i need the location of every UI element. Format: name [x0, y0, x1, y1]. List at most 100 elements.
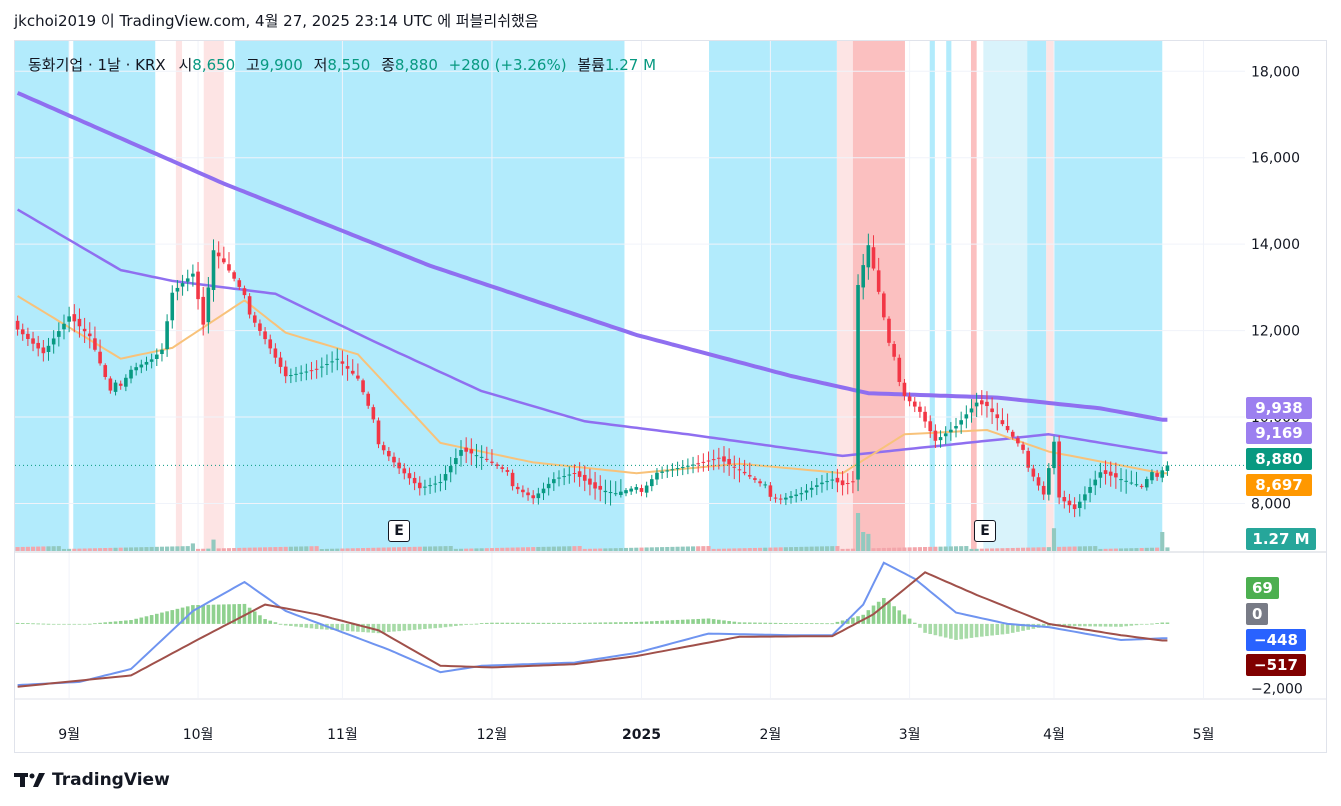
macd-histogram-bar: [278, 623, 283, 625]
price-chart-svg[interactable]: 18,00016,00014,00012,00010,0008,0009월10월…: [15, 41, 1326, 752]
macd-histogram-bar: [314, 623, 319, 629]
candle: [1052, 441, 1056, 469]
candle: [124, 377, 128, 387]
candle: [185, 278, 190, 282]
macd-histogram-bar: [1155, 623, 1159, 624]
macd-histogram-bar: [644, 621, 649, 624]
macd-histogram-bar: [727, 621, 731, 624]
macd-histogram-bar: [36, 623, 41, 625]
candle: [567, 474, 572, 476]
candle: [252, 315, 257, 323]
volume-bar: [428, 546, 433, 551]
candle: [263, 331, 267, 340]
candle: [93, 338, 97, 350]
volume-bar: [469, 548, 474, 551]
volume-bar: [180, 546, 185, 551]
candle: [484, 458, 489, 460]
volume-bar: [613, 548, 618, 551]
macd-histogram-bar: [722, 620, 726, 624]
volume-bar: [1113, 548, 1118, 551]
candle: [350, 370, 355, 374]
volume-badge: 1.27 M: [1246, 528, 1316, 550]
footer-brand[interactable]: TradingView: [14, 770, 170, 790]
candle: [46, 345, 51, 352]
volume-bar: [185, 546, 190, 551]
macd-histogram-bar: [856, 616, 860, 624]
candle: [588, 478, 592, 485]
candle: [1083, 494, 1087, 501]
macd-histogram-bar: [26, 623, 30, 625]
macd-histogram-bar: [1083, 623, 1087, 627]
volume-bar: [943, 546, 948, 551]
volume-bar: [1067, 546, 1072, 551]
volume-bar: [953, 546, 959, 551]
candle: [737, 469, 742, 471]
volume-bar: [1134, 548, 1139, 551]
volume-bar: [948, 546, 953, 551]
volume-bar: [252, 547, 257, 551]
ma-mid-line: [16, 208, 1168, 458]
macd-histogram-bar: [273, 622, 278, 624]
macd-histogram-bar: [474, 623, 479, 625]
candle: [314, 368, 319, 370]
macd-histogram-bar: [624, 622, 628, 624]
volume-bar: [804, 546, 809, 551]
candle: [289, 375, 293, 377]
volume-bar: [835, 546, 840, 551]
macd-histogram-bar: [830, 623, 835, 625]
macd-histogram-bar: [124, 620, 128, 624]
macd-histogram-bar: [1021, 623, 1025, 631]
volume-bar: [768, 547, 773, 551]
macd-histogram-bar: [170, 610, 175, 624]
macd-histogram-bar: [175, 608, 180, 624]
volume-bar: [727, 548, 732, 551]
candle: [196, 271, 200, 300]
candle: [794, 494, 798, 497]
candle: [335, 358, 340, 360]
candle: [1134, 484, 1139, 486]
candle: [448, 466, 453, 473]
volume-bar: [25, 546, 30, 551]
candle: [154, 354, 159, 359]
macd-histogram-bar: [789, 623, 793, 624]
candle: [634, 487, 639, 490]
volume-bar: [376, 547, 381, 551]
volume-bar: [763, 547, 768, 551]
volume-bar: [783, 547, 788, 551]
macd-histogram-bar: [737, 622, 742, 624]
volume-bar: [1036, 547, 1041, 551]
earnings-marker[interactable]: E: [974, 520, 996, 542]
volume-bar: [840, 548, 845, 551]
volume-bar: [159, 546, 165, 551]
volume-bar: [825, 546, 830, 551]
volume-bar: [61, 548, 67, 551]
volume-bar: [639, 547, 644, 551]
candle: [799, 493, 804, 495]
last-price-badge: 8,880: [1246, 448, 1312, 470]
earnings-marker[interactable]: E: [388, 520, 410, 542]
volume-bar: [299, 546, 304, 551]
candle: [686, 465, 690, 467]
macd-histogram-bar: [1005, 623, 1010, 634]
candle: [304, 371, 309, 373]
candle: [773, 497, 778, 499]
chart-frame[interactable]: 18,00016,00014,00012,00010,0008,0009월10월…: [14, 40, 1327, 753]
brand-label: TradingView: [52, 770, 170, 790]
macd-histogram-bar: [660, 620, 664, 624]
candle: [1041, 485, 1046, 495]
volume-bar: [1072, 546, 1077, 551]
volume-bar: [257, 547, 262, 551]
macd-histogram-bar: [876, 601, 881, 624]
macd-histogram-bar: [387, 623, 391, 632]
macd-histogram-bar: [1114, 623, 1118, 627]
volume-bar: [1051, 528, 1057, 551]
volume-bar: [20, 546, 25, 551]
volume-bar: [283, 546, 288, 551]
volume-bar: [1160, 532, 1165, 551]
volume-bar: [1139, 547, 1144, 551]
candle: [62, 323, 66, 330]
macd-histogram-bar: [1134, 623, 1139, 626]
macd-histogram-bar: [263, 619, 267, 624]
macd-tick-label: −2,000: [1251, 681, 1303, 697]
volume-bar: [1088, 546, 1093, 551]
